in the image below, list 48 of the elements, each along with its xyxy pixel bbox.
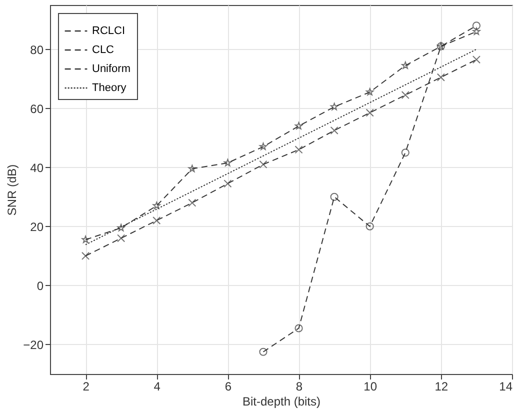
point (117, 234, 126, 242)
point (224, 158, 232, 166)
y-tick-label: 80 (30, 42, 44, 57)
y-tick-label: 20 (30, 220, 44, 234)
point (188, 164, 196, 172)
y-tick-label: 40 (30, 160, 44, 175)
point (402, 61, 410, 69)
y-axis-title: SNR (dB) (5, 164, 20, 216)
point (259, 348, 268, 356)
y-tick-label: 0 (36, 278, 44, 293)
x-tick-label: 12 (434, 380, 448, 394)
x-tick-label: 6 (224, 380, 232, 394)
point (401, 148, 410, 157)
point (224, 180, 232, 188)
point (188, 198, 196, 207)
point (294, 122, 303, 130)
point (330, 126, 338, 134)
point (82, 252, 90, 260)
point (294, 324, 303, 332)
x-tick-label: 2 (82, 380, 90, 394)
legend-label: Uniform (92, 63, 131, 75)
point (152, 216, 161, 225)
point (330, 192, 338, 201)
point (366, 222, 374, 230)
point (472, 56, 480, 64)
x-axis-title: Bit-depth (bits) (242, 394, 321, 408)
point (436, 73, 445, 82)
point (472, 22, 480, 30)
legend-label: CLC (92, 44, 114, 56)
point (294, 146, 303, 154)
point (366, 108, 374, 117)
y-tick-label: −20 (23, 338, 44, 352)
point (259, 142, 268, 150)
legend-label: RCLCI (92, 25, 126, 37)
point (472, 28, 480, 35)
point (401, 91, 410, 100)
point (330, 102, 338, 110)
point (152, 202, 160, 210)
point (366, 88, 374, 96)
point (259, 160, 268, 168)
y-tick-label: 60 (30, 102, 44, 116)
point (82, 236, 90, 244)
x-tick-label: 10 (364, 380, 378, 394)
point (117, 224, 125, 232)
x-tick-label: 4 (154, 380, 161, 394)
x-tick-label: 8 (296, 380, 303, 394)
x-tick-label: 14 (499, 380, 513, 394)
legend-label: Theory (92, 82, 127, 94)
